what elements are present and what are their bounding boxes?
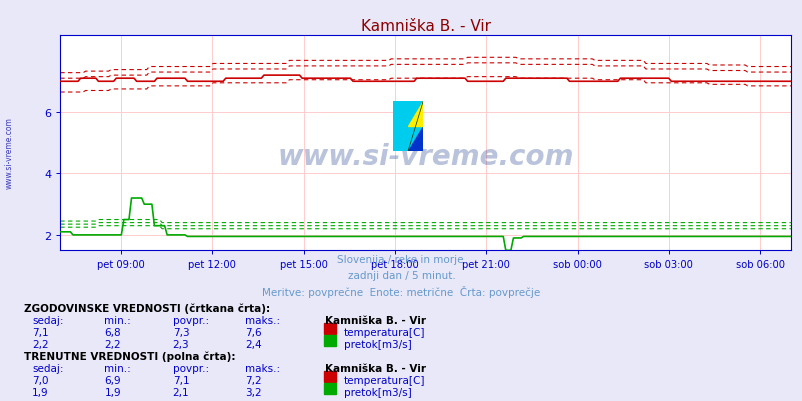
Text: 7,2: 7,2 [245,375,261,385]
Text: maks.:: maks.: [245,315,280,325]
Text: temperatura[C]: temperatura[C] [343,375,424,385]
Text: Kamniška B. - Vir: Kamniška B. - Vir [325,315,426,325]
Text: www.si-vreme.com: www.si-vreme.com [277,142,573,170]
Text: TRENUTNE VREDNOSTI (polna črta):: TRENUTNE VREDNOSTI (polna črta): [24,351,235,361]
Text: pretok[m3/s]: pretok[m3/s] [343,339,411,349]
Text: 3,2: 3,2 [245,387,261,397]
Text: 6,9: 6,9 [104,375,121,385]
Text: 2,2: 2,2 [32,339,49,349]
Text: 6,8: 6,8 [104,327,121,337]
Text: 2,3: 2,3 [172,339,189,349]
Text: povpr.:: povpr.: [172,315,209,325]
Text: zadnji dan / 5 minut.: zadnji dan / 5 minut. [347,270,455,280]
Polygon shape [407,127,423,152]
Text: pretok[m3/s]: pretok[m3/s] [343,387,411,397]
Text: min.:: min.: [104,363,131,373]
Text: 2,1: 2,1 [172,387,189,397]
Text: sedaj:: sedaj: [32,315,63,325]
Text: min.:: min.: [104,315,131,325]
Text: 2,4: 2,4 [245,339,261,349]
Text: 2,2: 2,2 [104,339,121,349]
Text: povpr.:: povpr.: [172,363,209,373]
Text: 7,1: 7,1 [172,375,189,385]
Text: ZGODOVINSKE VREDNOSTI (črtkana črta):: ZGODOVINSKE VREDNOSTI (črtkana črta): [24,303,270,313]
Text: 7,3: 7,3 [172,327,189,337]
Text: Slovenija / reke in morje.: Slovenija / reke in morje. [336,255,466,265]
Text: 1,9: 1,9 [104,387,121,397]
Text: Meritve: povprečne  Enote: metrične  Črta: povprečje: Meritve: povprečne Enote: metrične Črta:… [262,285,540,297]
Text: maks.:: maks.: [245,363,280,373]
Text: 7,0: 7,0 [32,375,49,385]
Text: 7,1: 7,1 [32,327,49,337]
Text: 1,9: 1,9 [32,387,49,397]
Text: 7,6: 7,6 [245,327,261,337]
Text: Kamniška B. - Vir: Kamniška B. - Vir [325,363,426,373]
Text: sedaj:: sedaj: [32,363,63,373]
Polygon shape [407,102,423,127]
Title: Kamniška B. - Vir: Kamniška B. - Vir [360,18,490,34]
Text: www.si-vreme.com: www.si-vreme.com [5,117,14,188]
Text: temperatura[C]: temperatura[C] [343,327,424,337]
